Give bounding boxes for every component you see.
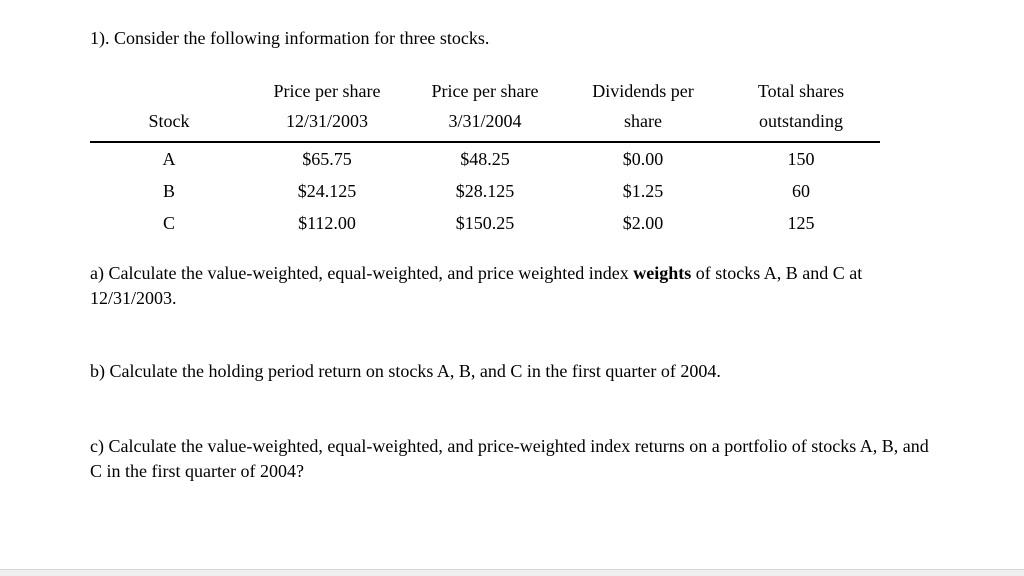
question-a-bold-word: weights bbox=[633, 263, 692, 283]
cell-price-2004: $48.25 bbox=[460, 149, 510, 169]
header-price-2004: Price per share 3/31/2004 bbox=[406, 76, 564, 143]
header-price-2003-line2: 12/31/2003 bbox=[285, 111, 368, 131]
header-row: Stock Price per share 12/31/2003 Price p… bbox=[90, 76, 880, 143]
header-dividends-line2: share bbox=[624, 111, 662, 131]
header-price-2004-line2: 3/31/2004 bbox=[448, 111, 522, 131]
header-dividends-line1: Dividends per bbox=[592, 81, 694, 101]
cell-dividends: $1.25 bbox=[622, 181, 664, 201]
stock-info-table: Stock Price per share 12/31/2003 Price p… bbox=[90, 76, 880, 239]
header-shares: Total shares outstanding bbox=[722, 76, 880, 143]
cell-stock-name: C bbox=[162, 213, 175, 233]
table-row-stock-a: A $65.75 $48.25 $0.00 150 bbox=[90, 142, 880, 175]
cell-shares: 60 bbox=[792, 181, 810, 201]
question-c: c) Calculate the value-weighted, equal-w… bbox=[90, 436, 929, 481]
question-title: 1). Consider the following information f… bbox=[90, 28, 490, 48]
stock-table-header: Stock Price per share 12/31/2003 Price p… bbox=[90, 76, 880, 143]
cell-price-2003: $24.125 bbox=[297, 181, 357, 201]
cell-dividends: $2.00 bbox=[622, 213, 664, 233]
question-a: a) Calculate the value-weighted, equal-w… bbox=[90, 261, 922, 311]
stock-table-body: A $65.75 $48.25 $0.00 150 B $24.125 $28.… bbox=[90, 142, 880, 239]
header-shares-line1: Total shares bbox=[757, 81, 845, 101]
header-shares-line2: outstanding bbox=[759, 111, 843, 131]
question-a-suffix: of stocks A, B and C at 12/31/2003. bbox=[90, 263, 863, 308]
header-stock-line1 bbox=[90, 76, 248, 106]
question-b: b) Calculate the holding period return o… bbox=[90, 361, 721, 381]
cell-shares: 150 bbox=[787, 149, 815, 169]
header-price-2003: Price per share 12/31/2003 bbox=[248, 76, 406, 143]
header-price-2003-line1: Price per share bbox=[273, 81, 381, 101]
cell-dividends: $0.00 bbox=[622, 149, 664, 169]
header-stock-line2: Stock bbox=[148, 111, 190, 131]
cell-price-2003: $65.75 bbox=[302, 149, 352, 169]
header-price-2004-line1: Price per share bbox=[431, 81, 539, 101]
cell-price-2004: $28.125 bbox=[455, 181, 515, 201]
cell-stock-name: A bbox=[162, 149, 176, 169]
cell-price-2004: $150.25 bbox=[455, 213, 515, 233]
question-a-text: a) Calculate the value-weighted, equal-w… bbox=[90, 263, 634, 283]
cell-shares: 125 bbox=[787, 213, 815, 233]
page-bottom-divider bbox=[0, 569, 1024, 576]
table-row-stock-c: C $112.00 $150.25 $2.00 125 bbox=[90, 207, 880, 239]
cell-price-2003: $112.00 bbox=[298, 213, 356, 233]
table-row-stock-b: B $24.125 $28.125 $1.25 60 bbox=[90, 175, 880, 207]
header-stock: Stock bbox=[90, 76, 248, 143]
cell-stock-name: B bbox=[162, 181, 175, 201]
header-dividends: Dividends per share bbox=[564, 76, 722, 143]
